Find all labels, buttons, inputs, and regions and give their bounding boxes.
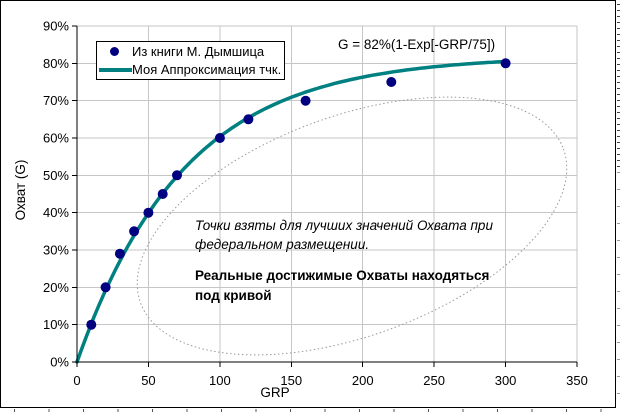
x-tick-label: 200 [352,373,374,388]
data-point [86,319,97,330]
y-tick-label: 40% [43,205,69,220]
legend-item-points: Из книги М. Дымшица [97,43,284,60]
annotation-note: Точки взяты для лучших значений Охвата п… [195,218,493,252]
legend-item-curve: Моя Аппроксимация тчк. [97,61,284,78]
y-tick-label: 30% [43,243,69,258]
formula-label: G = 82%(1-Exp[-GRP/75]) [338,37,496,52]
legend: Из книги М. Дымшица Моя Аппроксимация тч… [96,41,285,80]
x-tick-label: 300 [495,373,517,388]
y-tick-label: 10% [43,317,69,332]
y-tick-label: 80% [43,56,69,71]
edge-ticks-bottom [14,409,604,412]
y-tick-label: 50% [43,168,69,183]
x-axis-title: GRP [260,385,290,400]
data-point [143,207,154,218]
data-point [243,114,254,125]
x-tick-label: 0 [73,373,80,388]
x-tick-label: 250 [423,373,445,388]
y-tick-label: 90% [43,19,69,34]
x-tick-label: 50 [141,373,155,388]
edge-ticks-right-upper [617,4,620,172]
x-tick-label: 150 [280,373,302,388]
annotation-warning: Реальные достижимые Охваты находяться по… [195,268,490,303]
data-point [386,77,397,87]
highlight-ellipse [136,96,568,356]
y-tick-label: 60% [43,131,69,146]
edge-ticks-right-lower [617,172,620,404]
data-point [114,248,125,259]
data-point [214,133,225,143]
legend-swatch [97,47,132,56]
y-tick-label: 70% [43,93,69,108]
data-point [300,95,311,106]
scatter-marker-icon [110,47,119,56]
data-point [100,282,111,293]
x-tick-label: 350 [566,373,588,388]
legend-swatch [97,67,132,72]
data-point [157,189,168,199]
legend-label-curve: Моя Аппроксимация тчк. [132,62,282,77]
data-point [129,226,140,237]
x-tick-label: 100 [209,373,231,388]
data-point [500,58,511,69]
y-tick-label: 20% [43,280,69,295]
legend-label-points: Из книги М. Дымшица [132,44,265,59]
y-tick-label: 0% [50,355,69,370]
data-point [172,170,182,181]
line-marker-icon [98,67,132,72]
